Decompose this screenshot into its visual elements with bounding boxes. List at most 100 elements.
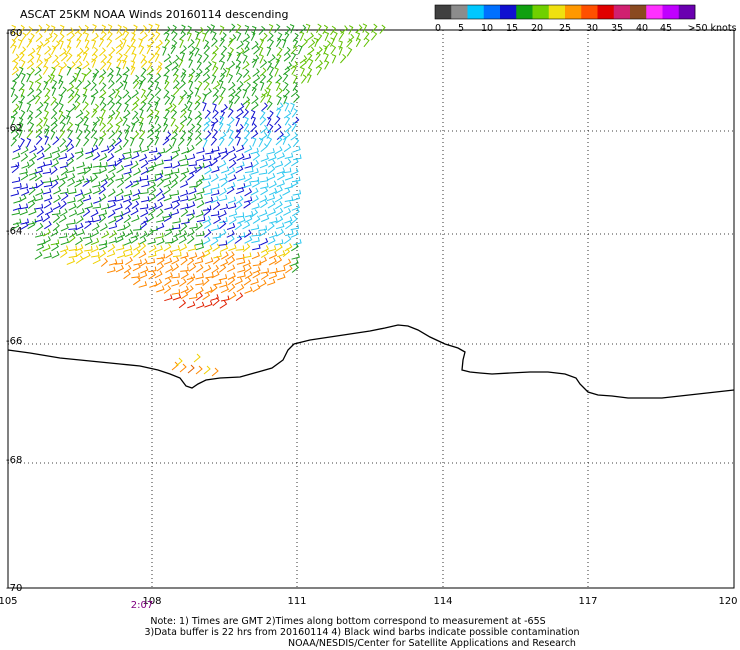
wind-barb	[58, 129, 65, 139]
wind-barb	[236, 253, 245, 260]
wind-barb	[260, 268, 270, 274]
wind-barb	[172, 161, 181, 169]
legend-swatch	[532, 5, 550, 19]
wind-barb	[211, 166, 220, 173]
wind-barb	[163, 155, 173, 162]
wind-barb	[36, 145, 45, 155]
wind-barb	[154, 169, 164, 176]
wind-barb	[244, 82, 252, 92]
wind-barb	[58, 110, 64, 120]
wind-barb	[235, 65, 241, 76]
wind-barb	[281, 38, 287, 49]
wind-barb	[154, 80, 160, 91]
wind-barb	[203, 117, 212, 126]
wind-barb	[172, 137, 177, 147]
wind-barb	[259, 73, 267, 84]
wind-barb	[308, 39, 316, 49]
wind-barb	[258, 225, 268, 231]
wind-barb	[363, 37, 370, 48]
wind-barb	[226, 185, 235, 195]
wind-barb	[355, 31, 361, 42]
wind-barb	[228, 129, 234, 139]
wind-barb	[58, 94, 64, 104]
wind-barb	[196, 26, 204, 36]
wind-barb	[187, 109, 192, 119]
wind-barb	[10, 137, 18, 147]
wind-barb	[220, 86, 227, 96]
wind-barb	[188, 160, 197, 167]
wind-barb	[67, 197, 76, 204]
wind-barb	[251, 202, 260, 210]
wind-barb	[50, 228, 59, 237]
wind-barb	[227, 202, 237, 210]
wind-barb	[100, 145, 110, 153]
wind-barb	[98, 185, 106, 195]
wind-barb	[148, 193, 157, 203]
wind-barb	[163, 194, 172, 202]
wind-barb	[236, 136, 241, 146]
wind-barb	[210, 196, 219, 204]
wind-barb	[203, 264, 212, 273]
wind-barb	[234, 277, 243, 286]
wind-barb	[292, 208, 300, 217]
wind-barb	[140, 67, 147, 77]
wind-barb	[234, 94, 241, 105]
wind-barb	[283, 143, 292, 153]
wind-barb	[109, 138, 117, 148]
wind-barb	[316, 65, 323, 76]
wind-barb	[18, 194, 27, 203]
wind-barb	[171, 61, 179, 71]
wind-barb	[228, 100, 234, 110]
wind-barb	[242, 153, 252, 161]
wind-barb	[186, 136, 193, 147]
wind-barb	[10, 38, 17, 49]
wind-barb	[75, 54, 82, 64]
wind-barb	[139, 108, 144, 118]
wind-barb	[180, 270, 189, 280]
latitude-labels: -60 -62 -64 -66 -68 -70	[6, 28, 22, 594]
wind-barb	[125, 256, 133, 266]
wind-barb	[59, 114, 66, 125]
wind-barb	[108, 237, 117, 244]
wind-barb	[283, 201, 292, 209]
wind-barb	[348, 25, 354, 35]
wind-barb	[259, 237, 269, 246]
wind-barb	[228, 216, 237, 225]
legend-label: 15	[506, 23, 518, 34]
legend-label: 30	[586, 23, 598, 34]
wind-barb	[34, 94, 41, 105]
wind-barb	[242, 137, 249, 147]
wind-barb	[258, 46, 264, 56]
wind-barb	[189, 182, 198, 188]
wind-barb	[44, 101, 49, 112]
wind-barb	[156, 237, 165, 246]
wind-barb	[213, 215, 221, 225]
wind-barb	[211, 37, 218, 47]
wind-barb	[133, 259, 143, 266]
wind-barb	[18, 122, 24, 132]
wind-barb	[42, 213, 51, 223]
wind-barb	[42, 236, 51, 244]
wind-barb	[107, 266, 116, 274]
wind-barb	[210, 210, 220, 217]
wind-barb	[125, 200, 133, 210]
wind-barb	[258, 256, 267, 265]
wind-barb	[244, 145, 253, 153]
wind-barb	[211, 117, 219, 127]
wind-barb	[18, 128, 23, 139]
wind-barb	[84, 32, 89, 42]
wind-barb	[115, 214, 124, 223]
wind-barb	[149, 280, 158, 288]
wind-barb	[82, 24, 89, 35]
wind-barb	[218, 229, 227, 238]
wind-barb	[139, 203, 149, 210]
wind-barb	[18, 24, 25, 35]
wind-barb	[28, 208, 37, 216]
wind-barb	[11, 94, 19, 104]
wind-barb	[65, 109, 71, 120]
wind-barb	[155, 173, 163, 182]
wind-barb	[259, 116, 267, 126]
wind-barb	[242, 54, 248, 64]
wind-barb	[93, 162, 102, 168]
wind-barb	[236, 31, 242, 41]
